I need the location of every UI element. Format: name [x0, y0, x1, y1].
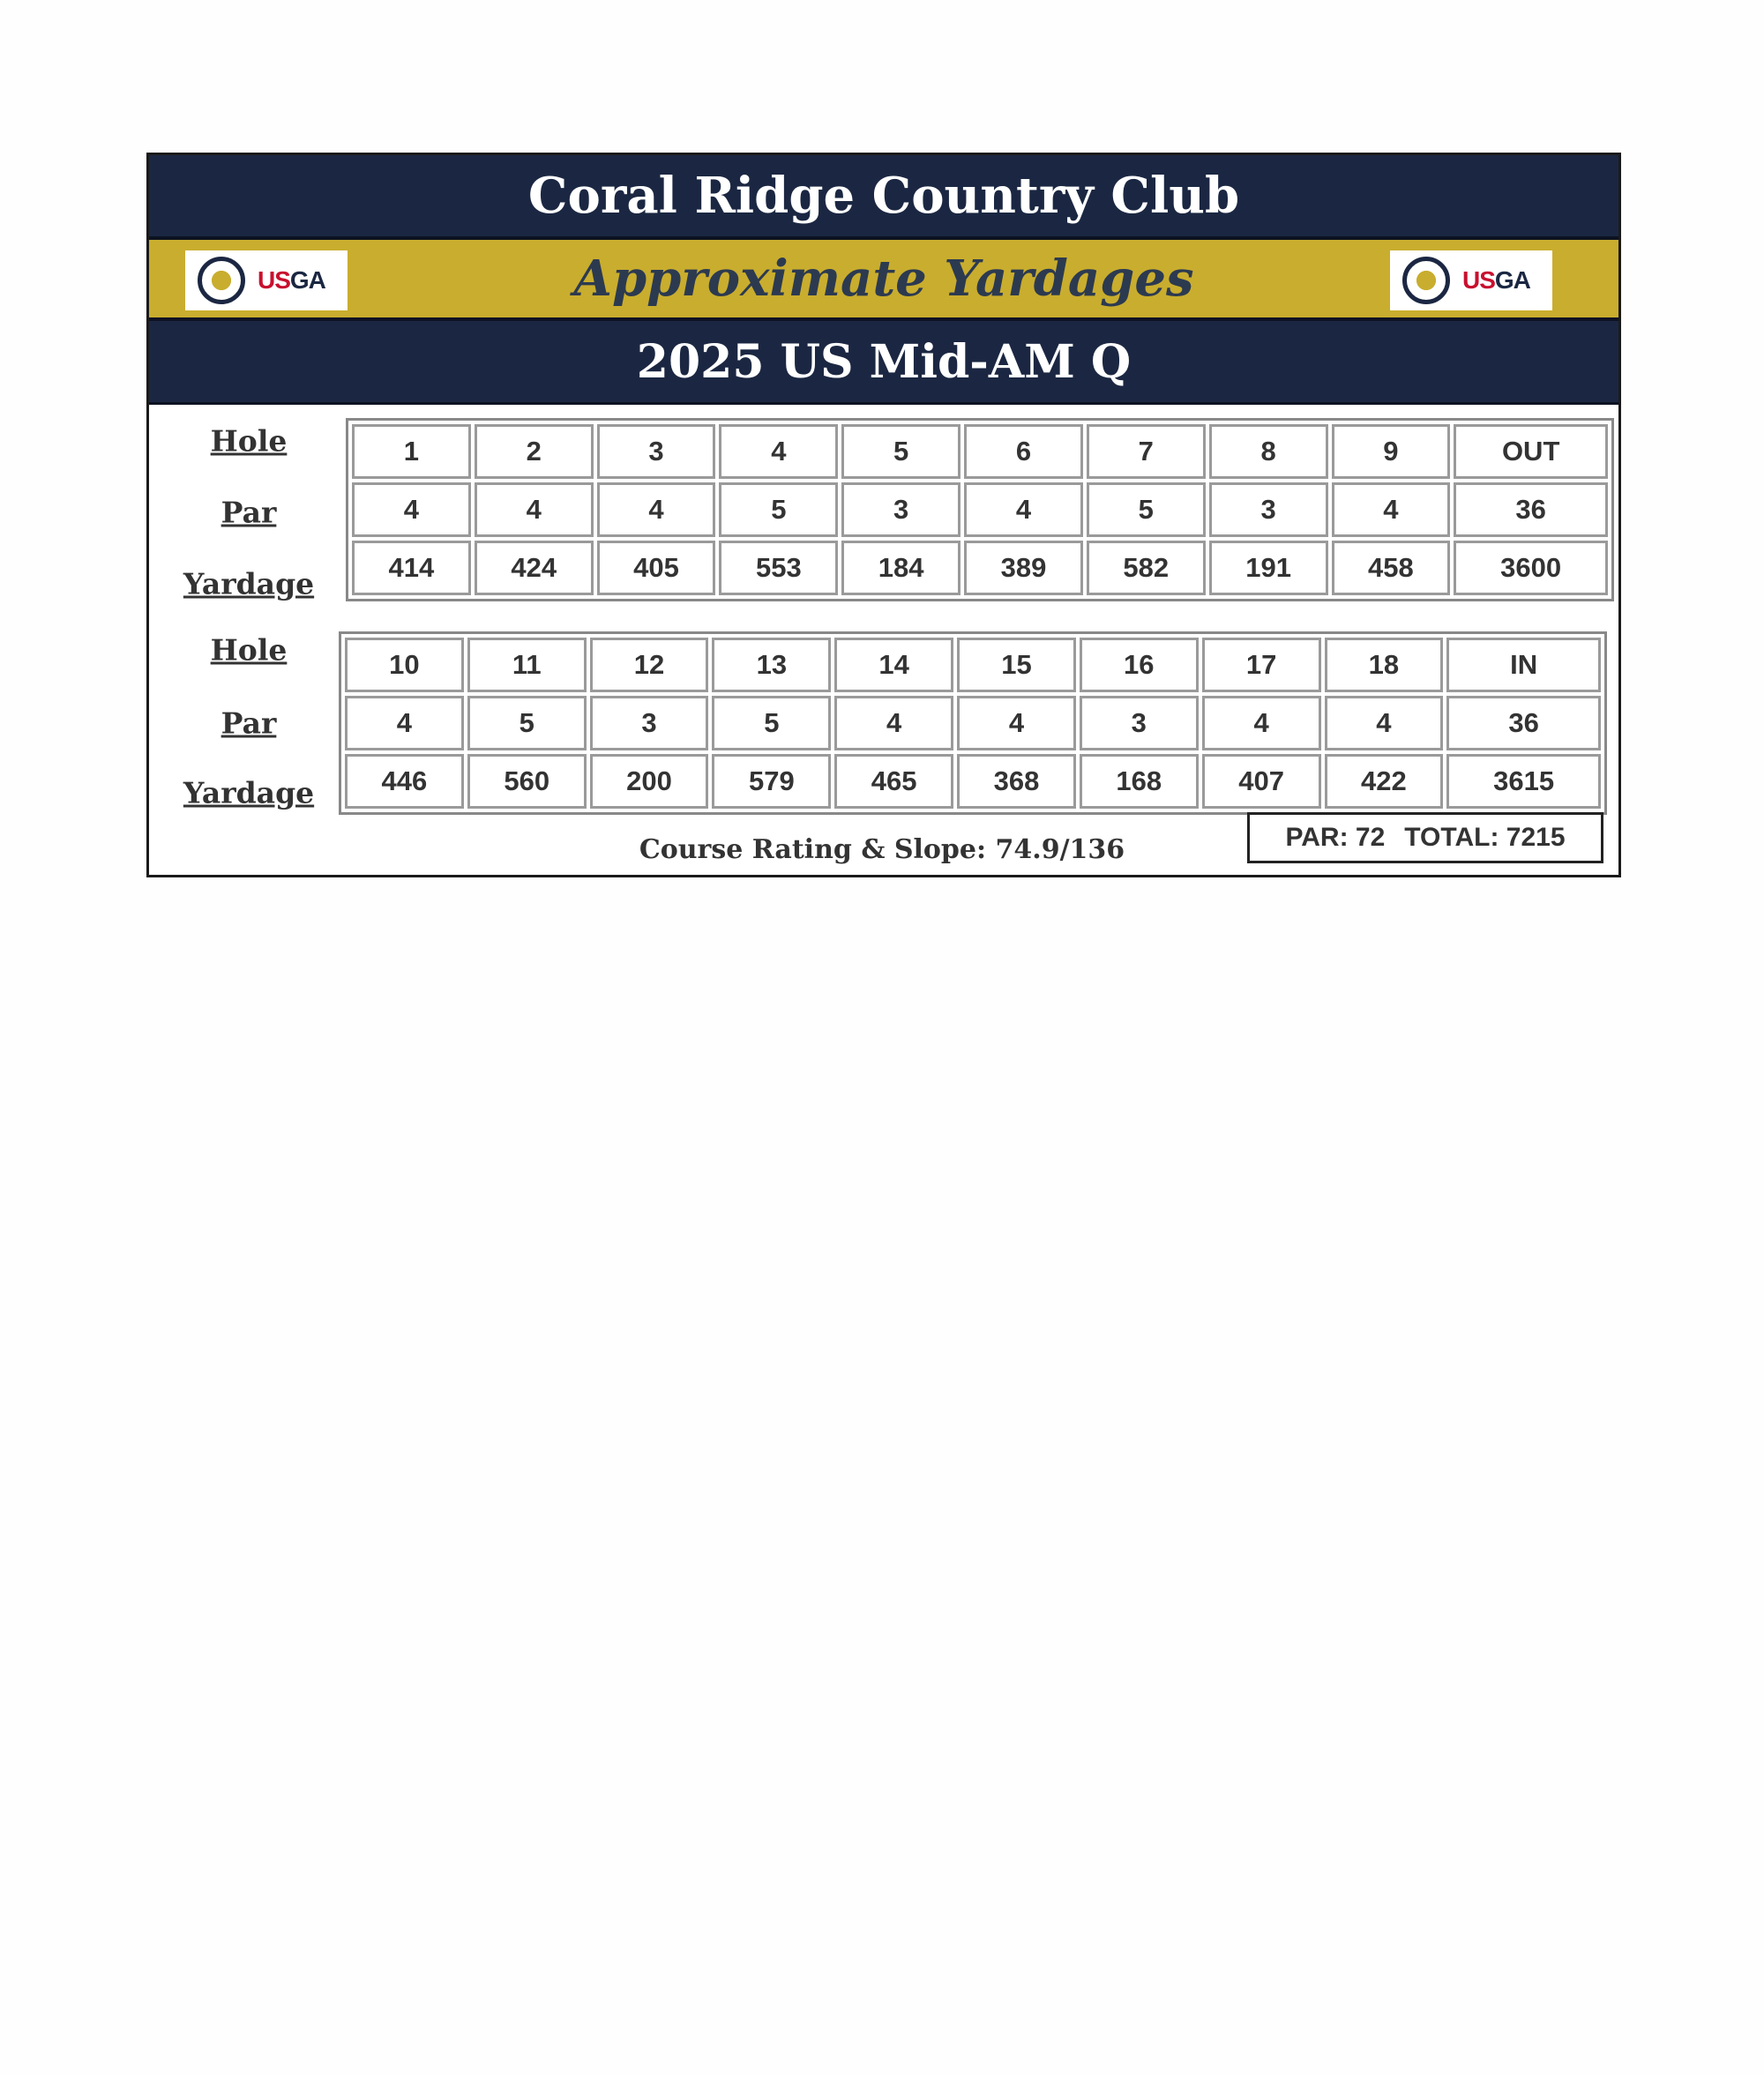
holes-cell: 7	[1086, 424, 1206, 479]
holes-cell: 14	[834, 638, 954, 692]
par-cell: 3	[1079, 696, 1199, 750]
back-par-row: 4 5 3 5 4 4 3 4 4 36	[345, 696, 1601, 750]
par-cell: 4	[957, 696, 1076, 750]
par-cell: 4	[474, 482, 594, 537]
par-cell: 4	[1331, 482, 1451, 537]
subtitle-band: USGA Approximate Yardages USGA	[149, 240, 1618, 321]
label-par-back: Par	[220, 705, 277, 741]
label-yardage-front: Yardage	[183, 566, 315, 601]
holes-cell: 18	[1324, 638, 1444, 692]
holes-cell: 13	[712, 638, 832, 692]
front-par-row: 4 4 4 5 3 4 5 3 4 36	[352, 482, 1608, 537]
label-par-front: Par	[220, 495, 277, 530]
back-yardage-row: 446 560 200 579 465 368 168 407 422 3615	[345, 754, 1601, 809]
yardage-cell: 368	[957, 754, 1076, 809]
holes-cell: 16	[1079, 638, 1199, 692]
holes-cell: 17	[1201, 638, 1321, 692]
seal-icon	[198, 257, 245, 304]
holes-cell: 2	[474, 424, 594, 479]
yardage-total: TOTAL: 7215	[1404, 823, 1566, 852]
label-yardage-back: Yardage	[183, 775, 315, 810]
totals-box: PAR: 72 TOTAL: 7215	[1247, 812, 1603, 863]
subtitle: Approximate Yardages	[573, 250, 1194, 308]
par-cell: 5	[1086, 482, 1206, 537]
club-name: Coral Ridge Country Club	[149, 155, 1618, 240]
yardage-cell: 465	[834, 754, 954, 809]
yardage-cell: 424	[474, 541, 594, 595]
holes-cell: 4	[719, 424, 839, 479]
holes-cell: 12	[589, 638, 709, 692]
par-total: PAR: 72	[1285, 823, 1386, 852]
yardage-cell: 414	[352, 541, 471, 595]
yardage-cell: 582	[1086, 541, 1206, 595]
par-cell: 4	[1201, 696, 1321, 750]
par-cell: 3	[589, 696, 709, 750]
holes-cell: 5	[841, 424, 961, 479]
par-cell: 36	[1454, 482, 1608, 537]
yardage-cell: 446	[345, 754, 464, 809]
yardage-cell: 579	[712, 754, 832, 809]
par-cell: 4	[345, 696, 464, 750]
holes-cell: IN	[1446, 638, 1601, 692]
par-cell: 4	[834, 696, 954, 750]
front-nine-table: 1 2 3 4 5 6 7 8 9 OUT 4 4 4 5 3 4 5 3 4 36 414 424 405 553 184 38…	[346, 418, 1614, 601]
yardage-cell: 458	[1331, 541, 1451, 595]
holes-cell: 1	[352, 424, 471, 479]
scorecard: Coral Ridge Country Club USGA Approximat…	[146, 153, 1621, 877]
par-cell: 3	[1208, 482, 1328, 537]
label-hole-back: Hole	[210, 632, 288, 668]
par-cell: 3	[841, 482, 961, 537]
yardage-cell: 3600	[1454, 541, 1608, 595]
par-cell: 4	[964, 482, 1083, 537]
back-nine-table: 10 11 12 13 14 15 16 17 18 IN 4 5 3 5 4 4 3 4 4 36 446 560 200…	[339, 631, 1607, 815]
par-cell: 5	[467, 696, 587, 750]
yardage-cell: 168	[1079, 754, 1199, 809]
par-cell: 5	[719, 482, 839, 537]
yardage-cell: 422	[1324, 754, 1444, 809]
yardage-cell: 191	[1208, 541, 1328, 595]
par-cell: 4	[1324, 696, 1444, 750]
holes-cell: 3	[596, 424, 716, 479]
yardage-cell: 200	[589, 754, 709, 809]
course-rating: Course Rating & Slope: 74.9/136	[639, 834, 1125, 865]
holes-cell: 6	[964, 424, 1083, 479]
seal-icon	[1402, 257, 1450, 304]
yardage-cell: 389	[964, 541, 1083, 595]
yardage-cell: 407	[1201, 754, 1321, 809]
par-cell: 36	[1446, 696, 1601, 750]
par-cell: 5	[712, 696, 832, 750]
holes-cell: 11	[467, 638, 587, 692]
front-holes-row: 1 2 3 4 5 6 7 8 9 OUT	[352, 424, 1608, 479]
holes-cell: 9	[1331, 424, 1451, 479]
back-holes-row: 10 11 12 13 14 15 16 17 18 IN	[345, 638, 1601, 692]
front-yardage-row: 414 424 405 553 184 389 582 191 458 3600	[352, 541, 1608, 595]
holes-cell: OUT	[1454, 424, 1608, 479]
yardage-cell: 405	[596, 541, 716, 595]
usga-logo-left: USGA	[185, 250, 348, 310]
usga-logo-right: USGA	[1390, 250, 1552, 310]
holes-cell: 15	[957, 638, 1076, 692]
par-cell: 4	[596, 482, 716, 537]
label-hole-front: Hole	[210, 423, 288, 459]
holes-cell: 8	[1208, 424, 1328, 479]
yardage-cell: 553	[719, 541, 839, 595]
event-name: 2025 US Mid-AM Q	[149, 321, 1618, 405]
yardage-cell: 184	[841, 541, 961, 595]
yardage-cell: 3615	[1446, 754, 1601, 809]
yardage-cell: 560	[467, 754, 587, 809]
par-cell: 4	[352, 482, 471, 537]
holes-cell: 10	[345, 638, 464, 692]
